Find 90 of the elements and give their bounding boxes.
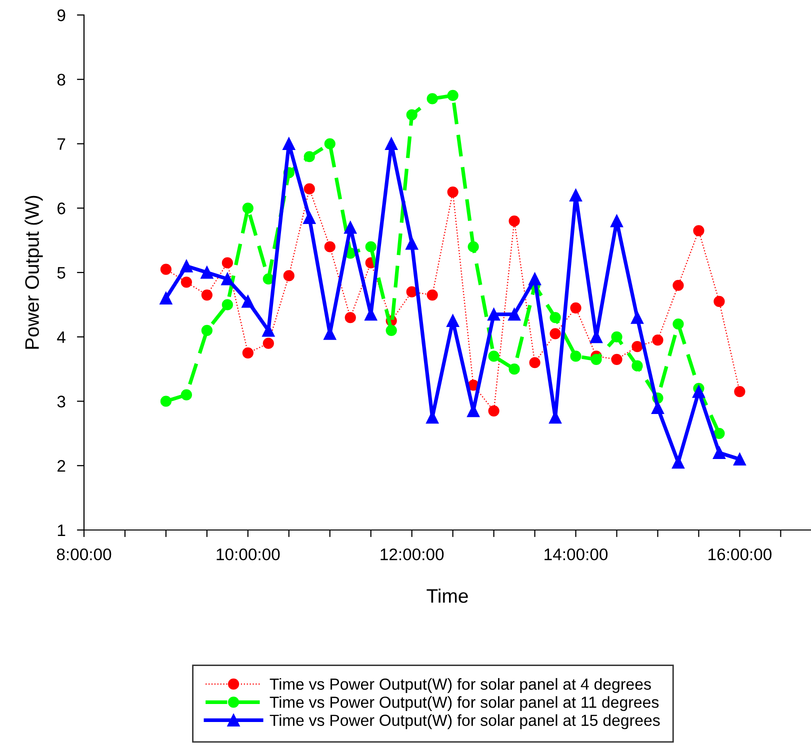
point [651, 401, 664, 414]
point [590, 354, 602, 365]
legend-label: Time vs Power Output(W) for solar panel at 11 degrees [270, 696, 659, 712]
point [324, 241, 336, 252]
y-tick-label: 4 [57, 331, 66, 343]
y-tick-label: 2 [58, 460, 66, 472]
point [632, 340, 643, 352]
point [447, 186, 458, 198]
point [386, 324, 397, 336]
point [201, 289, 212, 301]
point [160, 292, 172, 304]
point [242, 202, 254, 214]
point [529, 357, 540, 368]
point [611, 354, 622, 365]
point [632, 360, 643, 372]
point [262, 338, 274, 349]
y-axis-title: Power Output (W) [24, 196, 43, 349]
point [160, 264, 172, 275]
point [508, 308, 521, 321]
point [734, 386, 746, 398]
point [447, 90, 458, 102]
point [508, 364, 520, 375]
point [385, 138, 398, 150]
x-axis-title: Time [426, 588, 468, 603]
y-tick-label: 8 [57, 74, 66, 86]
point [180, 260, 193, 272]
y-tick-label: 5 [57, 267, 66, 279]
point [242, 347, 254, 359]
point [282, 138, 296, 150]
point [262, 273, 274, 284]
point [693, 225, 704, 236]
point [714, 296, 725, 308]
point [570, 350, 582, 362]
point [672, 280, 684, 291]
point [611, 331, 622, 342]
point [672, 456, 684, 469]
point [488, 350, 500, 362]
y-tick-label: 3 [57, 396, 66, 408]
point [406, 109, 418, 120]
legend-label: Time vs Power Output(W) for solar panel at 15 degrees [270, 714, 660, 730]
point [528, 272, 542, 286]
y-tick-label: 7 [58, 138, 66, 150]
y-tick-label: 6 [58, 202, 66, 214]
point [180, 389, 192, 400]
point [550, 328, 561, 340]
point [446, 314, 460, 328]
point [365, 241, 376, 252]
point [692, 385, 705, 398]
point [201, 324, 212, 336]
point [570, 302, 582, 314]
x-tick-label: 10:00:00 [216, 548, 280, 560]
point [406, 286, 418, 298]
point [344, 221, 357, 234]
point [303, 212, 316, 224]
point [344, 312, 356, 324]
y-tick-label: 9 [57, 9, 66, 22]
point [714, 428, 725, 439]
point [426, 93, 438, 104]
point [672, 318, 684, 330]
point [242, 295, 254, 308]
point [262, 324, 275, 337]
point [508, 215, 520, 227]
y-tick-label: 1 [58, 524, 66, 536]
point [610, 214, 623, 228]
point [570, 189, 582, 202]
point [180, 276, 192, 288]
point [426, 289, 438, 301]
point [488, 405, 500, 416]
point [222, 299, 233, 310]
point [712, 446, 726, 459]
point [468, 241, 479, 252]
point [630, 311, 644, 324]
point [304, 151, 315, 162]
point [733, 452, 746, 466]
point [652, 334, 664, 346]
point [550, 312, 561, 324]
x-tick-label: 16:00:00 [708, 548, 772, 560]
x-tick-label: 8:00:00 [56, 548, 112, 560]
point [488, 308, 500, 321]
point [324, 138, 336, 150]
point [304, 183, 315, 194]
x-tick-label: 12:00:00 [380, 548, 444, 560]
point [283, 270, 294, 282]
point [222, 257, 233, 268]
legend-label: Time vs Power Output(W) for solar panel at 4 degrees [270, 678, 651, 693]
point [221, 272, 234, 286]
x-tick-label: 14:00:00 [544, 548, 608, 560]
point [406, 237, 418, 250]
point [200, 266, 214, 279]
point [160, 396, 172, 407]
